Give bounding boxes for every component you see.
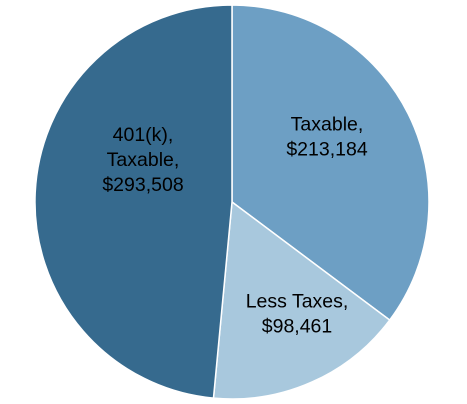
slice-label-line: Taxable, [107,149,180,171]
slice-label-line: 401(k), [113,124,174,146]
slice-label-2: 401(k), Taxable, $293,508 [102,124,183,196]
slice-label-1: Less Taxes, $98,461 [246,291,349,338]
pie-slice-0 [231,4,430,322]
slice-label-line: $213,184 [286,139,367,161]
slice-label-line: $293,508 [102,174,183,196]
slice-label-line: $98,461 [262,316,333,338]
labels-layer: Taxable, $213,184 Less Taxes, $98,461 401(k)… [102,114,367,338]
slice-label-line: Taxable, [291,114,364,136]
slice-label-0: Taxable, $213,184 [286,114,367,161]
slice-label-line: Less Taxes, [246,291,349,313]
pie-slice-1 [212,200,391,400]
pie-slice-2 [34,4,233,399]
slices-layer [34,4,430,400]
